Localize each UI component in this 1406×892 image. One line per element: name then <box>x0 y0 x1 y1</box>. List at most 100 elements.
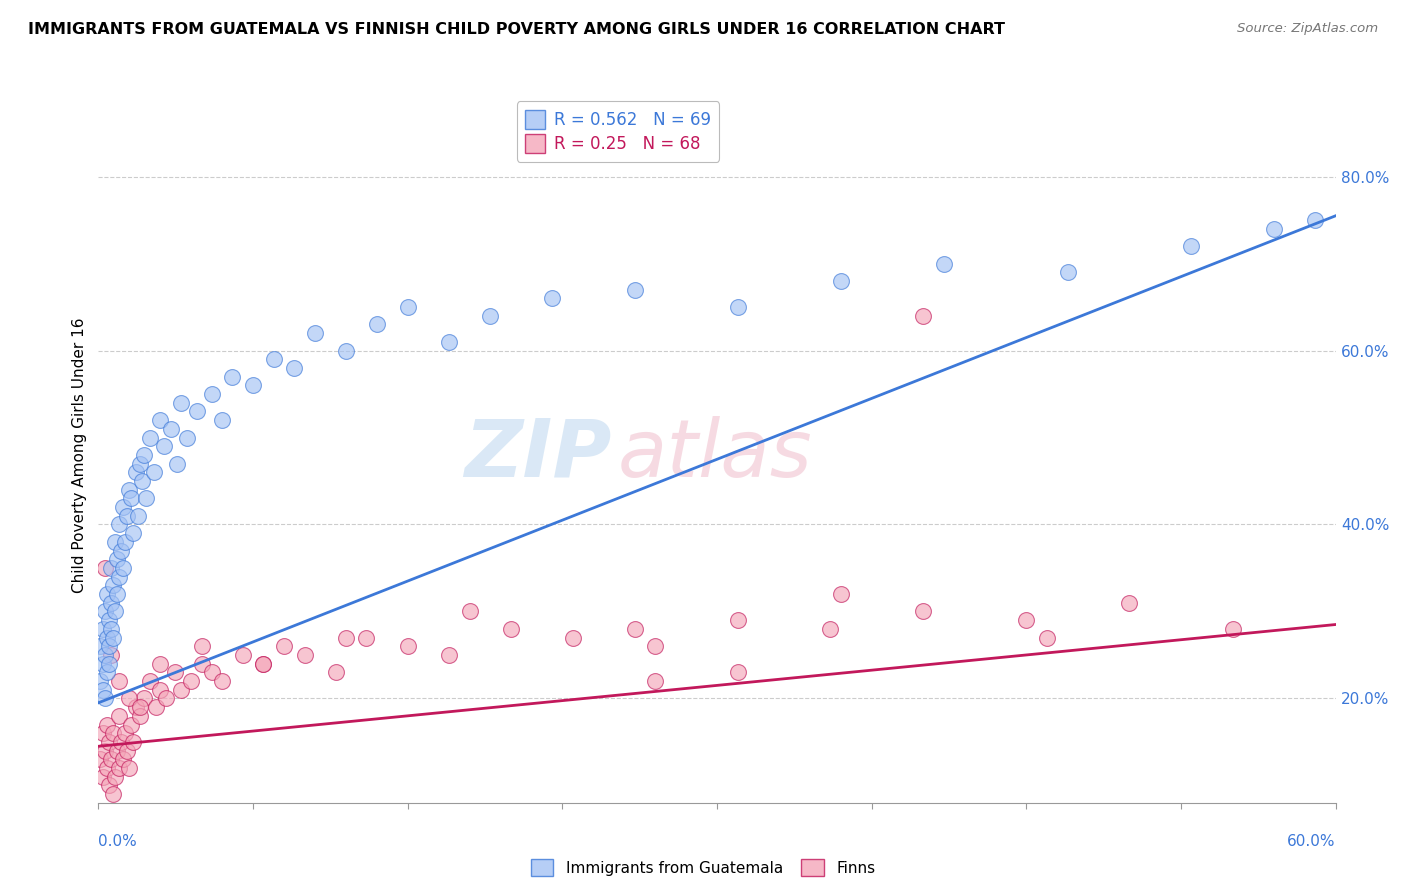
Legend: R = 0.562   N = 69, R = 0.25   N = 68: R = 0.562 N = 69, R = 0.25 N = 68 <box>517 102 718 161</box>
Point <box>1180 239 1202 253</box>
Point <box>294 648 316 662</box>
Point <box>117 508 139 523</box>
Point <box>131 474 153 488</box>
Point <box>252 657 274 671</box>
Point <box>149 682 172 697</box>
Point <box>139 674 162 689</box>
Point <box>105 552 128 566</box>
Point <box>93 605 115 619</box>
Point <box>101 631 124 645</box>
Point <box>112 752 135 766</box>
Point <box>541 291 564 305</box>
Point <box>623 622 645 636</box>
Point <box>91 726 114 740</box>
Point <box>104 770 127 784</box>
Point <box>242 378 264 392</box>
Point <box>499 622 522 636</box>
Point <box>163 665 186 680</box>
Point <box>100 596 122 610</box>
Point <box>396 639 419 653</box>
Point <box>89 674 111 689</box>
Point <box>93 648 115 662</box>
Point <box>335 343 357 358</box>
Point <box>143 466 166 480</box>
Point <box>1056 265 1078 279</box>
Text: ZIP: ZIP <box>464 416 612 494</box>
Point <box>159 422 181 436</box>
Point <box>211 674 233 689</box>
Point <box>1263 222 1285 236</box>
Point <box>170 395 193 409</box>
Y-axis label: Child Poverty Among Girls Under 16: Child Poverty Among Girls Under 16 <box>72 318 87 592</box>
Point <box>221 369 243 384</box>
Point <box>96 761 118 775</box>
Point <box>122 526 145 541</box>
Point <box>124 700 146 714</box>
Point <box>186 404 208 418</box>
Point <box>201 387 224 401</box>
Point <box>104 605 127 619</box>
Point <box>273 639 295 653</box>
Point <box>252 657 274 671</box>
Point <box>91 682 114 697</box>
Point <box>932 257 955 271</box>
Point <box>132 691 155 706</box>
Point <box>479 309 502 323</box>
Point <box>727 665 749 680</box>
Point <box>97 778 120 792</box>
Point <box>1036 631 1059 645</box>
Point <box>108 708 131 723</box>
Point <box>201 665 224 680</box>
Point <box>623 283 645 297</box>
Point <box>120 491 142 506</box>
Point <box>96 587 118 601</box>
Point <box>108 517 131 532</box>
Point <box>644 674 666 689</box>
Point <box>190 657 212 671</box>
Point <box>91 622 114 636</box>
Point <box>114 726 136 740</box>
Point <box>97 639 120 653</box>
Point <box>437 334 460 349</box>
Point <box>166 457 188 471</box>
Point <box>128 457 150 471</box>
Point <box>830 587 852 601</box>
Point <box>100 622 122 636</box>
Point <box>89 639 111 653</box>
Point <box>105 744 128 758</box>
Point <box>830 274 852 288</box>
Point <box>561 631 583 645</box>
Point <box>117 744 139 758</box>
Point <box>127 508 149 523</box>
Point <box>128 700 150 714</box>
Point <box>912 309 935 323</box>
Point <box>135 491 157 506</box>
Point <box>180 674 202 689</box>
Point <box>1118 596 1140 610</box>
Legend: Immigrants from Guatemala, Finns: Immigrants from Guatemala, Finns <box>524 853 882 882</box>
Point <box>96 665 118 680</box>
Point <box>93 744 115 758</box>
Point <box>335 631 357 645</box>
Point <box>118 691 141 706</box>
Point <box>104 534 127 549</box>
Point <box>304 326 326 340</box>
Text: Source: ZipAtlas.com: Source: ZipAtlas.com <box>1237 22 1378 36</box>
Point <box>110 543 132 558</box>
Point <box>118 761 141 775</box>
Point <box>176 430 198 444</box>
Point <box>120 717 142 731</box>
Text: IMMIGRANTS FROM GUATEMALA VS FINNISH CHILD POVERTY AMONG GIRLS UNDER 16 CORRELAT: IMMIGRANTS FROM GUATEMALA VS FINNISH CHI… <box>28 22 1005 37</box>
Point <box>96 631 118 645</box>
Point <box>190 639 212 653</box>
Point <box>912 605 935 619</box>
Point <box>458 605 481 619</box>
Point <box>91 657 114 671</box>
Point <box>108 674 131 689</box>
Point <box>100 648 122 662</box>
Point <box>101 578 124 592</box>
Point <box>100 752 122 766</box>
Point <box>112 561 135 575</box>
Point <box>110 735 132 749</box>
Point <box>96 717 118 731</box>
